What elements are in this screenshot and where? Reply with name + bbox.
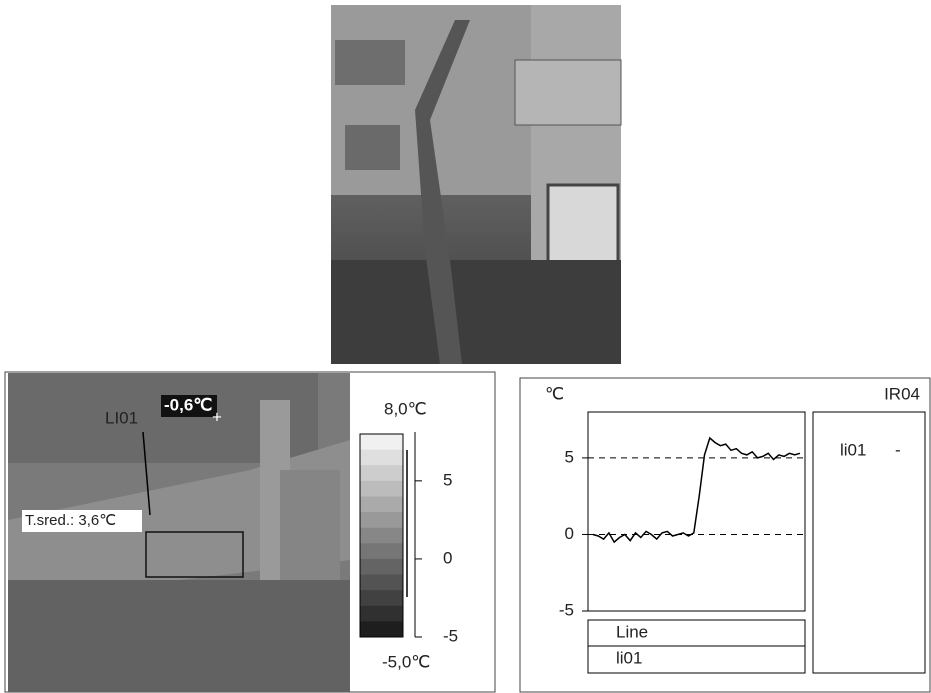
- color-scale: [360, 434, 403, 638]
- chart-panel: ℃ IR04 Line li01 li01 -: [520, 378, 930, 692]
- scale-max: 8,0℃: [384, 399, 427, 418]
- line-label: LI01: [105, 408, 138, 427]
- avg-label: T.sred.: 3,6℃: [25, 512, 116, 529]
- figure: LI01 -0,6℃ + T.sred.: 3,6℃ 8,0℃ -5,0℃ ℃ …: [0, 0, 931, 693]
- scale-tick-label: -5: [443, 626, 458, 645]
- page: LI01 -0,6℃ + T.sred.: 3,6℃ 8,0℃ -5,0℃ ℃ …: [0, 0, 931, 693]
- scale-band: [360, 621, 403, 637]
- y-tick-label: 0: [565, 524, 574, 543]
- scale-min: -5,0℃: [382, 652, 430, 671]
- thermal-panel: LI01 -0,6℃ + T.sred.: 3,6℃ 8,0℃ -5,0℃: [5, 372, 495, 692]
- scale-band: [360, 543, 403, 559]
- legend-marker: -: [895, 440, 901, 459]
- scale-band: [360, 559, 403, 575]
- scale-band: [360, 575, 403, 591]
- scale-band: [360, 528, 403, 544]
- scale-band: [360, 465, 403, 481]
- y-tick-label: -5: [559, 600, 574, 619]
- legend-label: li01: [840, 440, 866, 459]
- cursor: +: [212, 407, 222, 426]
- scale-band: [360, 512, 403, 528]
- scale-band: [360, 434, 403, 450]
- scale-band: [360, 606, 403, 622]
- scale-band: [360, 481, 403, 497]
- scale-band: [360, 590, 403, 606]
- spot-temp: -0,6℃: [164, 395, 212, 414]
- photo: [331, 5, 621, 364]
- scale-tick-label: 0: [443, 548, 452, 567]
- scale-tick-label: 5: [443, 470, 452, 489]
- table-row: li01: [616, 648, 642, 667]
- scale-band: [360, 496, 403, 512]
- table-header: Line: [616, 622, 648, 641]
- scale-band: [360, 450, 403, 466]
- chart-title: IR04: [884, 384, 920, 403]
- y-tick-label: 5: [565, 447, 574, 466]
- y-unit: ℃: [545, 384, 564, 403]
